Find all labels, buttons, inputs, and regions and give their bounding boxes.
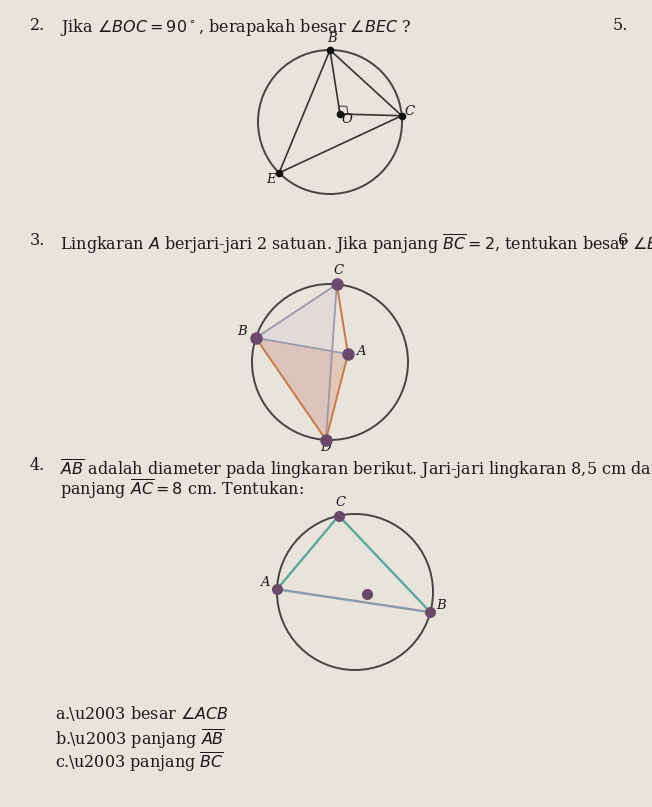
Text: a.\u2003 besar $\angle ACB$: a.\u2003 besar $\angle ACB$ bbox=[55, 704, 229, 723]
Text: B: B bbox=[327, 32, 337, 45]
Text: b.\u2003 panjang $\overline{AB}$: b.\u2003 panjang $\overline{AB}$ bbox=[55, 727, 225, 751]
Text: E: E bbox=[266, 173, 276, 186]
Text: O: O bbox=[342, 113, 353, 126]
Text: 4.: 4. bbox=[30, 457, 45, 474]
Text: C: C bbox=[336, 495, 346, 508]
Polygon shape bbox=[256, 338, 348, 440]
Text: D: D bbox=[321, 441, 331, 454]
Text: Lingkaran $A$ berjari-jari 2 satuan. Jika panjang $\overline{BC} = 2$, tentukan : Lingkaran $A$ berjari-jari 2 satuan. Jik… bbox=[60, 232, 652, 256]
Text: 6: 6 bbox=[617, 232, 628, 249]
Text: $\overline{AB}$ adalah diameter pada lingkaran berikut. Jari-jari lingkaran 8,5 : $\overline{AB}$ adalah diameter pada lin… bbox=[60, 457, 652, 481]
Text: 3.: 3. bbox=[30, 232, 46, 249]
Text: 5.: 5. bbox=[613, 17, 628, 34]
Text: A: A bbox=[356, 345, 366, 358]
Text: B: B bbox=[436, 599, 446, 613]
Text: panjang $\overline{AC} = 8$ cm. Tentukan:: panjang $\overline{AC} = 8$ cm. Tentukan… bbox=[60, 477, 304, 501]
Text: B: B bbox=[237, 325, 246, 338]
Polygon shape bbox=[256, 284, 337, 440]
Text: C: C bbox=[405, 105, 415, 118]
Text: c.\u2003 panjang $\overline{BC}$: c.\u2003 panjang $\overline{BC}$ bbox=[55, 750, 224, 774]
Text: Jika $\angle BOC = 90^\circ$, berapakah besar $\angle BEC$ ?: Jika $\angle BOC = 90^\circ$, berapakah … bbox=[60, 17, 411, 38]
Text: 2.: 2. bbox=[30, 17, 45, 34]
Text: C: C bbox=[334, 265, 344, 278]
Text: A: A bbox=[260, 576, 270, 589]
